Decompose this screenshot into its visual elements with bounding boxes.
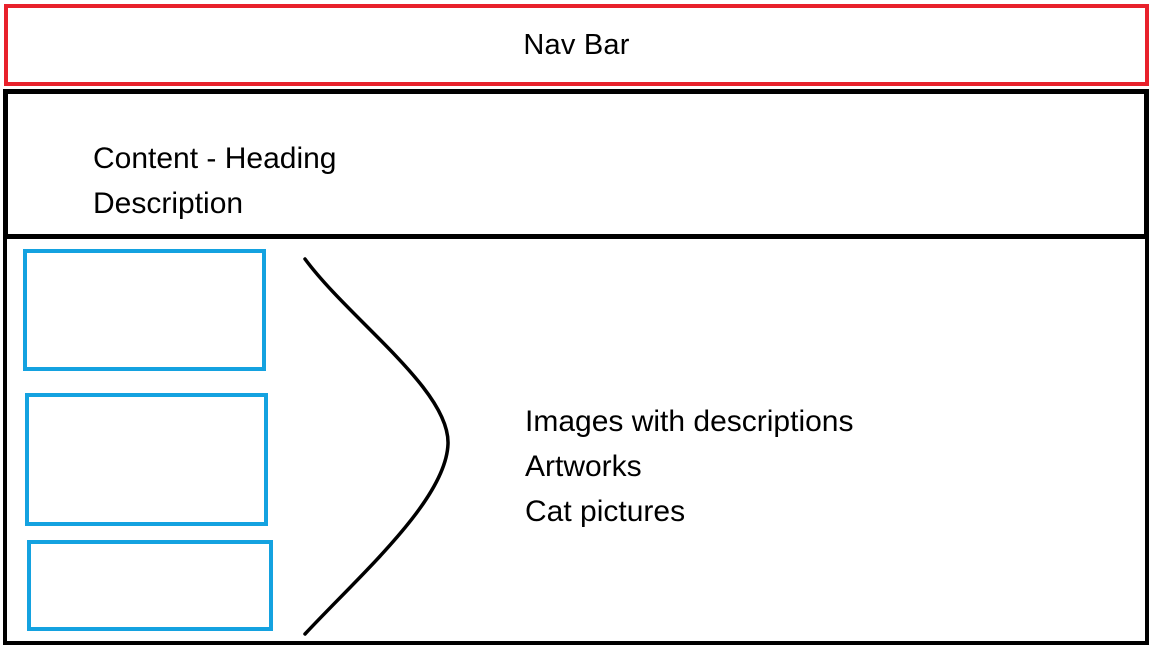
nav-bar-box: Nav Bar [4,4,1149,86]
image-placeholder-3 [27,540,273,631]
content-heading: Content - Heading [93,142,337,175]
images-line-2: Artworks [525,450,642,483]
content-text-block: Content - Heading Description [93,136,337,226]
images-line-3: Cat pictures [525,495,686,528]
nav-bar-label: Nav Bar [523,28,630,61]
images-section-box [3,235,1149,645]
images-text-block: Images with descriptions Artworks Cat pi… [525,399,853,534]
image-placeholder-1 [23,249,266,371]
image-placeholder-2 [25,393,268,526]
images-line-1: Images with descriptions [525,405,854,438]
content-description: Description [93,187,244,220]
